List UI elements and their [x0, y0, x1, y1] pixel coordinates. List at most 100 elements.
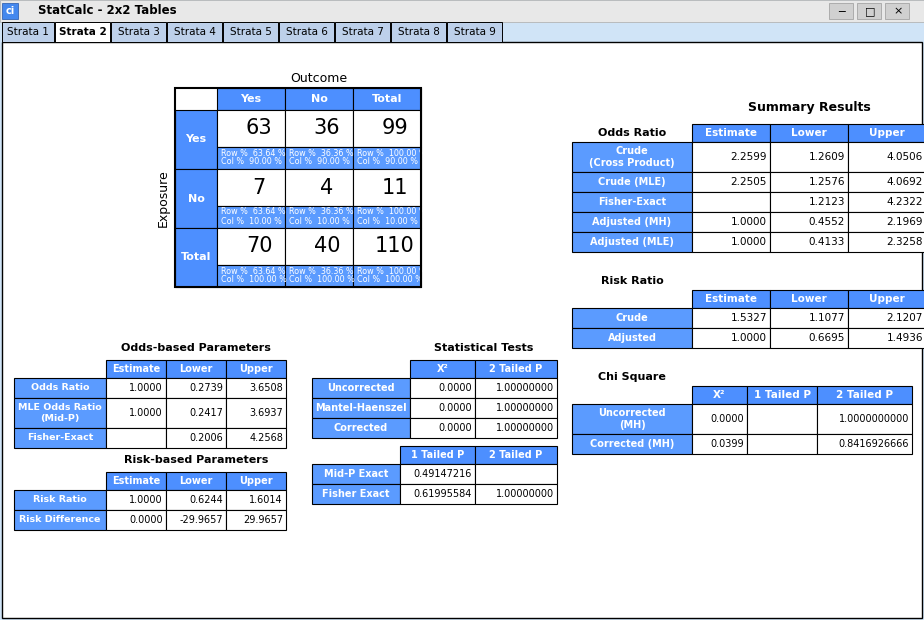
Bar [770, 142, 848, 172]
Bar [848, 142, 924, 172]
Text: 0.0000: 0.0000 [438, 423, 472, 433]
Text: MLE Odds Ratio
(Mid-P): MLE Odds Ratio (Mid-P) [18, 403, 102, 423]
Text: 0.4133: 0.4133 [808, 237, 845, 247]
Bar [106, 472, 166, 490]
Bar [166, 428, 226, 448]
Bar [166, 398, 226, 428]
Bar [400, 446, 475, 464]
Bar [692, 212, 770, 232]
Bar [106, 428, 166, 448]
Text: 0.0000: 0.0000 [129, 515, 163, 525]
Text: 0.4552: 0.4552 [808, 217, 845, 227]
Text: No: No [188, 193, 204, 203]
Bar [0, 0, 924, 22]
Bar [817, 386, 912, 404]
Text: Statistical Tests: Statistical Tests [433, 343, 533, 353]
Text: Col %  90.00 %: Col % 90.00 % [289, 157, 350, 167]
Bar [692, 192, 770, 212]
Bar [106, 378, 166, 398]
Bar [848, 124, 924, 142]
Bar [572, 232, 692, 252]
Text: 1.00000000: 1.00000000 [496, 403, 554, 413]
Text: Row %  36.36 %: Row % 36.36 % [289, 208, 354, 216]
Bar [226, 472, 286, 490]
Text: Row %  100.00 %: Row % 100.00 % [357, 149, 427, 157]
Text: Strata 5: Strata 5 [229, 27, 272, 37]
Text: 70: 70 [246, 236, 273, 257]
Text: 7: 7 [252, 177, 265, 198]
Text: -29.9657: -29.9657 [179, 515, 223, 525]
Text: 2.2505: 2.2505 [731, 177, 767, 187]
Text: 0.0000: 0.0000 [711, 414, 744, 424]
Bar [410, 418, 475, 438]
Text: Strata 3: Strata 3 [117, 27, 160, 37]
Bar [217, 110, 285, 147]
Bar [692, 124, 770, 142]
Text: Strata 6: Strata 6 [286, 27, 327, 37]
Bar [111, 22, 166, 42]
Text: 1.2576: 1.2576 [808, 177, 845, 187]
Text: Chi Square: Chi Square [598, 372, 666, 382]
Text: Crude
(Cross Product): Crude (Cross Product) [590, 146, 675, 168]
Bar [692, 142, 770, 172]
Text: Col %  10.00 %: Col % 10.00 % [357, 216, 418, 226]
Bar [285, 228, 353, 265]
Text: 1.2123: 1.2123 [808, 197, 845, 207]
Bar [572, 142, 692, 172]
Bar [692, 232, 770, 252]
Text: 1.0000000000: 1.0000000000 [839, 414, 909, 424]
Bar [848, 308, 924, 328]
Text: Upper: Upper [869, 128, 905, 138]
Bar [770, 308, 848, 328]
Bar [770, 124, 848, 142]
Bar [447, 22, 502, 42]
Text: 2 Tailed P: 2 Tailed P [490, 364, 542, 374]
Bar [353, 169, 421, 206]
Text: 40: 40 [314, 236, 340, 257]
Text: 0.0000: 0.0000 [438, 383, 472, 393]
Text: Row %  63.64 %: Row % 63.64 % [221, 149, 286, 157]
Bar [817, 404, 912, 434]
Bar [692, 328, 770, 348]
Text: Crude (MLE): Crude (MLE) [598, 177, 666, 187]
Text: Summary Results: Summary Results [748, 102, 870, 115]
Text: 4.2322: 4.2322 [886, 197, 923, 207]
Bar [166, 490, 226, 510]
Text: Lower: Lower [179, 364, 213, 374]
Bar [175, 169, 217, 228]
Bar [848, 328, 924, 348]
Bar [353, 265, 421, 287]
Text: Strata 1: Strata 1 [7, 27, 49, 37]
Bar [475, 360, 557, 378]
Text: 2 Tailed P: 2 Tailed P [490, 450, 542, 460]
Bar [312, 464, 400, 484]
Text: Fisher Exact: Fisher Exact [322, 489, 390, 499]
Bar [572, 192, 692, 212]
Text: 29.9657: 29.9657 [243, 515, 283, 525]
Bar [848, 192, 924, 212]
Bar [226, 398, 286, 428]
Bar [770, 192, 848, 212]
Text: Col %  10.00 %: Col % 10.00 % [221, 216, 282, 226]
Bar [770, 328, 848, 348]
Text: 1.00000000: 1.00000000 [496, 383, 554, 393]
Text: Col %  90.00 %: Col % 90.00 % [221, 157, 282, 167]
Bar [692, 404, 747, 434]
Bar [857, 3, 881, 19]
Text: Lower: Lower [791, 128, 827, 138]
Bar [217, 228, 285, 265]
Bar [14, 398, 106, 428]
Text: Adjusted: Adjusted [607, 333, 656, 343]
Bar [410, 378, 475, 398]
Bar [106, 490, 166, 510]
Text: □: □ [865, 6, 875, 16]
Text: 110: 110 [375, 236, 415, 257]
Text: Risk Ratio: Risk Ratio [601, 276, 663, 286]
Text: Row %  63.64 %: Row % 63.64 % [221, 267, 286, 275]
Bar [817, 434, 912, 454]
Text: Row %  100.00 %: Row % 100.00 % [357, 267, 427, 275]
Text: No: No [310, 94, 327, 104]
Text: 0.2006: 0.2006 [189, 433, 223, 443]
Text: Risk Ratio: Risk Ratio [33, 495, 87, 505]
Text: Crude: Crude [615, 313, 649, 323]
